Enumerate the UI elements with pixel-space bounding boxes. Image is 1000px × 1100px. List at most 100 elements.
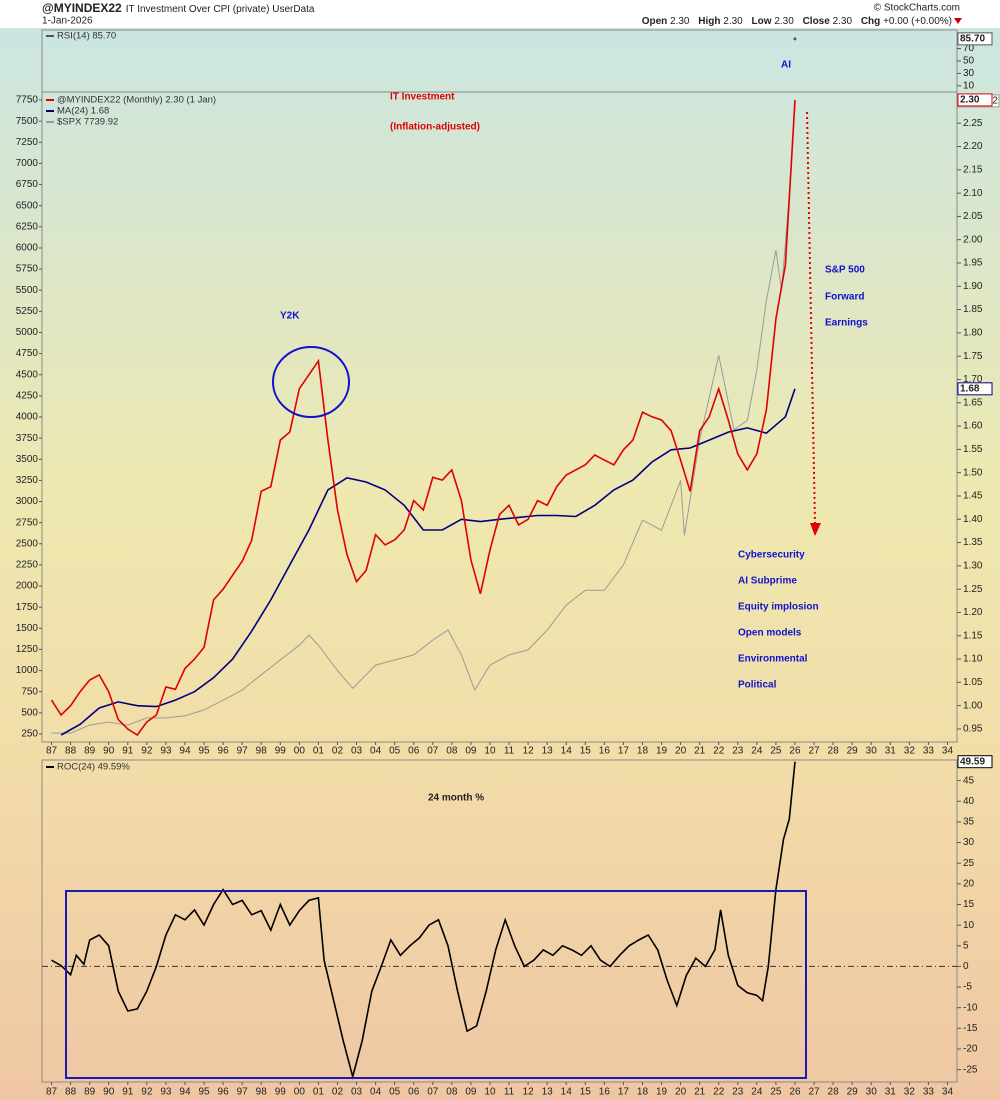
y2-tick-label: 7500 [16,116,39,127]
symbol: @MYINDEX22 [42,1,122,15]
y-tick-label: 35 [963,817,975,828]
y-tick-label: 5 [963,940,969,951]
value-badge [957,755,993,769]
x-tick-label: 87 [46,746,58,757]
x-tick-label: 27 [808,746,820,757]
y-tick-label: 2.15 [963,164,983,175]
x-tick-label: 12 [523,746,535,757]
arrow-head [810,523,821,536]
x-tick-label: 92 [141,746,153,757]
header-title: @MYINDEX22 IT Investment Over CPI (privat… [42,1,315,15]
y2-tick-label: 3000 [16,496,39,507]
x-tick-label: 28 [828,1087,840,1098]
value-badge [957,382,993,396]
y-tick-label: 1.80 [963,328,983,339]
x-tick-label: 00 [294,1087,306,1098]
x-tick-label: 96 [218,1087,230,1098]
x-tick-label: 16 [599,746,611,757]
x-tick-label: 91 [122,1087,134,1098]
x-tick-label: 30 [866,1087,878,1098]
y2-tick-label: 250 [21,729,38,740]
annotation: Equity implosion [738,602,819,613]
y-tick-label: 1.50 [963,467,983,478]
x-tick-label: 00 [294,746,306,757]
x-tick-label: 90 [103,1087,115,1098]
x-tick-label: 22 [713,1087,725,1098]
y-tick-label: 50 [963,56,975,67]
y-tick-label: -5 [963,982,972,993]
y2-tick-label: 1000 [16,665,39,676]
legend-entry: $SPX 7739.92 [57,117,118,128]
y-tick-label: 30 [963,837,975,848]
header-band [0,0,1000,28]
x-tick-label: 99 [275,1087,287,1098]
x-tick-label: 06 [408,1087,420,1098]
x-tick-label: 01 [313,1087,325,1098]
plot-area [41,759,958,1083]
x-tick-label: 02 [332,746,344,757]
legend-entry: RSI(14) 85.70 [57,31,116,42]
y-tick-label: 1.25 [963,584,983,595]
quote-label: Close [803,16,831,27]
y2-tick-label: 5750 [16,264,39,275]
annotation: S&P 500 [825,265,865,276]
x-tick-label: 10 [484,746,496,757]
y-tick-label: -10 [963,1002,978,1013]
x-tick-label: 08 [446,1087,458,1098]
x-tick-label: 25 [770,1087,782,1098]
x-tick-label: 07 [427,1087,439,1098]
series-point [793,37,797,41]
x-tick-label: 11 [504,1087,515,1098]
y2-tick-label: 750 [21,686,38,697]
annotation: Earnings [825,318,868,329]
quote-label: Low [752,16,772,27]
y2-tick-label: 7250 [16,137,39,148]
y2-tick-label: 3750 [16,433,39,444]
x-tick-label: 14 [561,1087,573,1098]
series-line [60,388,796,736]
x-tick-label: 17 [618,746,630,757]
y-tick-label: 1.45 [963,491,983,502]
x-tick-label: 98 [256,1087,268,1098]
x-tick-label: 26 [789,1087,801,1098]
y2-tick-label: 7000 [16,158,39,169]
y-tick-label: 1.00 [963,700,983,711]
y-tick-label: 10 [963,80,975,91]
x-tick-label: 24 [751,746,763,757]
annotation: Y2K [280,311,300,322]
x-tick-label: 09 [465,746,477,757]
x-tick-label: 24 [751,1087,763,1098]
x-tick-label: 96 [218,746,230,757]
x-tick-label: 88 [65,746,77,757]
y2-tick-label: 3250 [16,475,39,486]
x-tick-label: 29 [847,746,859,757]
x-tick-label: 18 [637,1087,649,1098]
value-badge [957,93,993,107]
x-tick-label: 97 [237,1087,249,1098]
y2-tick-label: 1250 [16,644,39,655]
y2-tick-label: 4750 [16,348,39,359]
legend-entry: @MYINDEX22 (Monthly) 2.30 (1 Jan) [57,95,216,106]
range-box [65,890,807,1079]
y-tick-label: 1.70 [963,374,983,385]
annotation: Environmental [738,654,808,665]
y2-tick-label: 4500 [16,369,39,380]
series-line [50,99,796,737]
x-tick-label: 92 [141,1087,153,1098]
y2-tick-label: 2500 [16,538,39,549]
y-tick-label: 20 [963,878,975,889]
x-tick-label: 07 [427,746,439,757]
value-badge-label: 49.59 [960,756,985,767]
x-tick-label: 32 [904,1087,916,1098]
y2-tick-label: 2750 [16,517,39,528]
x-tick-label: 13 [542,1087,554,1098]
x-tick-label: 89 [84,746,96,757]
x-tick-label: 34 [942,746,954,757]
y-tick-label: 1.40 [963,514,983,525]
y2-tick-label: 6500 [16,200,39,211]
x-tick-label: 31 [885,1087,897,1098]
x-tick-label: 06 [408,746,420,757]
value-badge [957,32,993,46]
description: IT Investment Over CPI (private) UserDat… [126,4,315,15]
